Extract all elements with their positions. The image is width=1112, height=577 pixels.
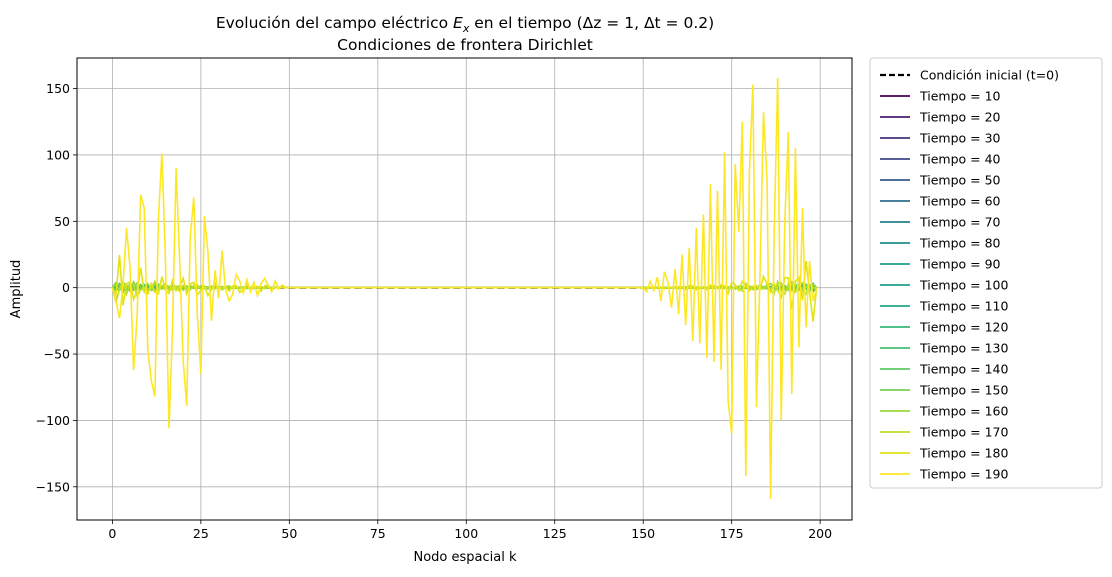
legend-box	[869, 57, 1103, 489]
x-tick-label: 200	[808, 526, 832, 541]
x-tick-label: 50	[281, 526, 297, 541]
legend-label: Tiempo = 110	[919, 299, 1008, 314]
legend-label: Tiempo = 130	[919, 341, 1008, 356]
legend-label: Tiempo = 100	[919, 278, 1008, 293]
y-tick-label: −100	[36, 413, 70, 428]
plot-frame	[76, 57, 853, 521]
x-axis-ticks: 0 25 50 75 100 125 150 175 200	[108, 520, 832, 541]
legend-label: Tiempo = 10	[919, 89, 1001, 104]
series-line-t190-left	[111, 153, 290, 429]
x-tick-label: 175	[720, 526, 744, 541]
legend-label: Tiempo = 120	[919, 320, 1008, 335]
y-tick-label: 50	[54, 214, 70, 229]
legend-label: Tiempo = 180	[919, 446, 1008, 461]
legend-label: Tiempo = 70	[919, 215, 1001, 230]
x-tick-label: 75	[370, 526, 386, 541]
legend: Condición inicial (t=0) Tiempo = 10 Tiempo…	[869, 57, 1103, 489]
legend-label: Tiempo = 50	[919, 173, 1001, 188]
y-tick-label: −150	[36, 479, 70, 494]
legend-label: Tiempo = 190	[919, 467, 1008, 482]
legend-label: Tiempo = 160	[919, 404, 1008, 419]
legend-label: Tiempo = 150	[919, 383, 1008, 398]
y-tick-label: 0	[62, 280, 70, 295]
legend-label: Tiempo = 40	[919, 152, 1001, 167]
x-tick-label: 25	[193, 526, 209, 541]
y-tick-label: 150	[46, 81, 70, 96]
x-tick-label: 100	[454, 526, 478, 541]
grid-horizontal	[77, 88, 852, 488]
legend-label: Tiempo = 30	[919, 131, 1001, 146]
legend-label: Tiempo = 170	[919, 425, 1008, 440]
legend-label: Tiempo = 80	[919, 236, 1001, 251]
chart-title-line-1: Evolución del campo eléctrico Ex en el t…	[216, 14, 714, 35]
x-axis-label: Nodo espacial k	[413, 550, 516, 565]
legend-label: Tiempo = 140	[919, 362, 1008, 377]
series-line-t190-right	[642, 77, 818, 499]
y-axis-label: Amplitud	[9, 260, 24, 319]
series-layer	[111, 77, 818, 499]
y-tick-label: −50	[44, 347, 70, 362]
chart-title-line-2: Condiciones de frontera Dirichlet	[337, 36, 593, 54]
legend-label: Tiempo = 60	[919, 194, 1001, 209]
legend-label: Condición inicial (t=0)	[920, 68, 1059, 83]
x-tick-label: 125	[543, 526, 567, 541]
legend-label: Tiempo = 20	[919, 110, 1001, 125]
x-tick-label: 150	[631, 526, 655, 541]
y-axis-ticks: −150 −100 −50 0 50 100 150	[36, 81, 77, 494]
x-tick-label: 0	[108, 526, 116, 541]
legend-label: Tiempo = 90	[919, 257, 1001, 272]
y-tick-label: 100	[46, 147, 70, 162]
